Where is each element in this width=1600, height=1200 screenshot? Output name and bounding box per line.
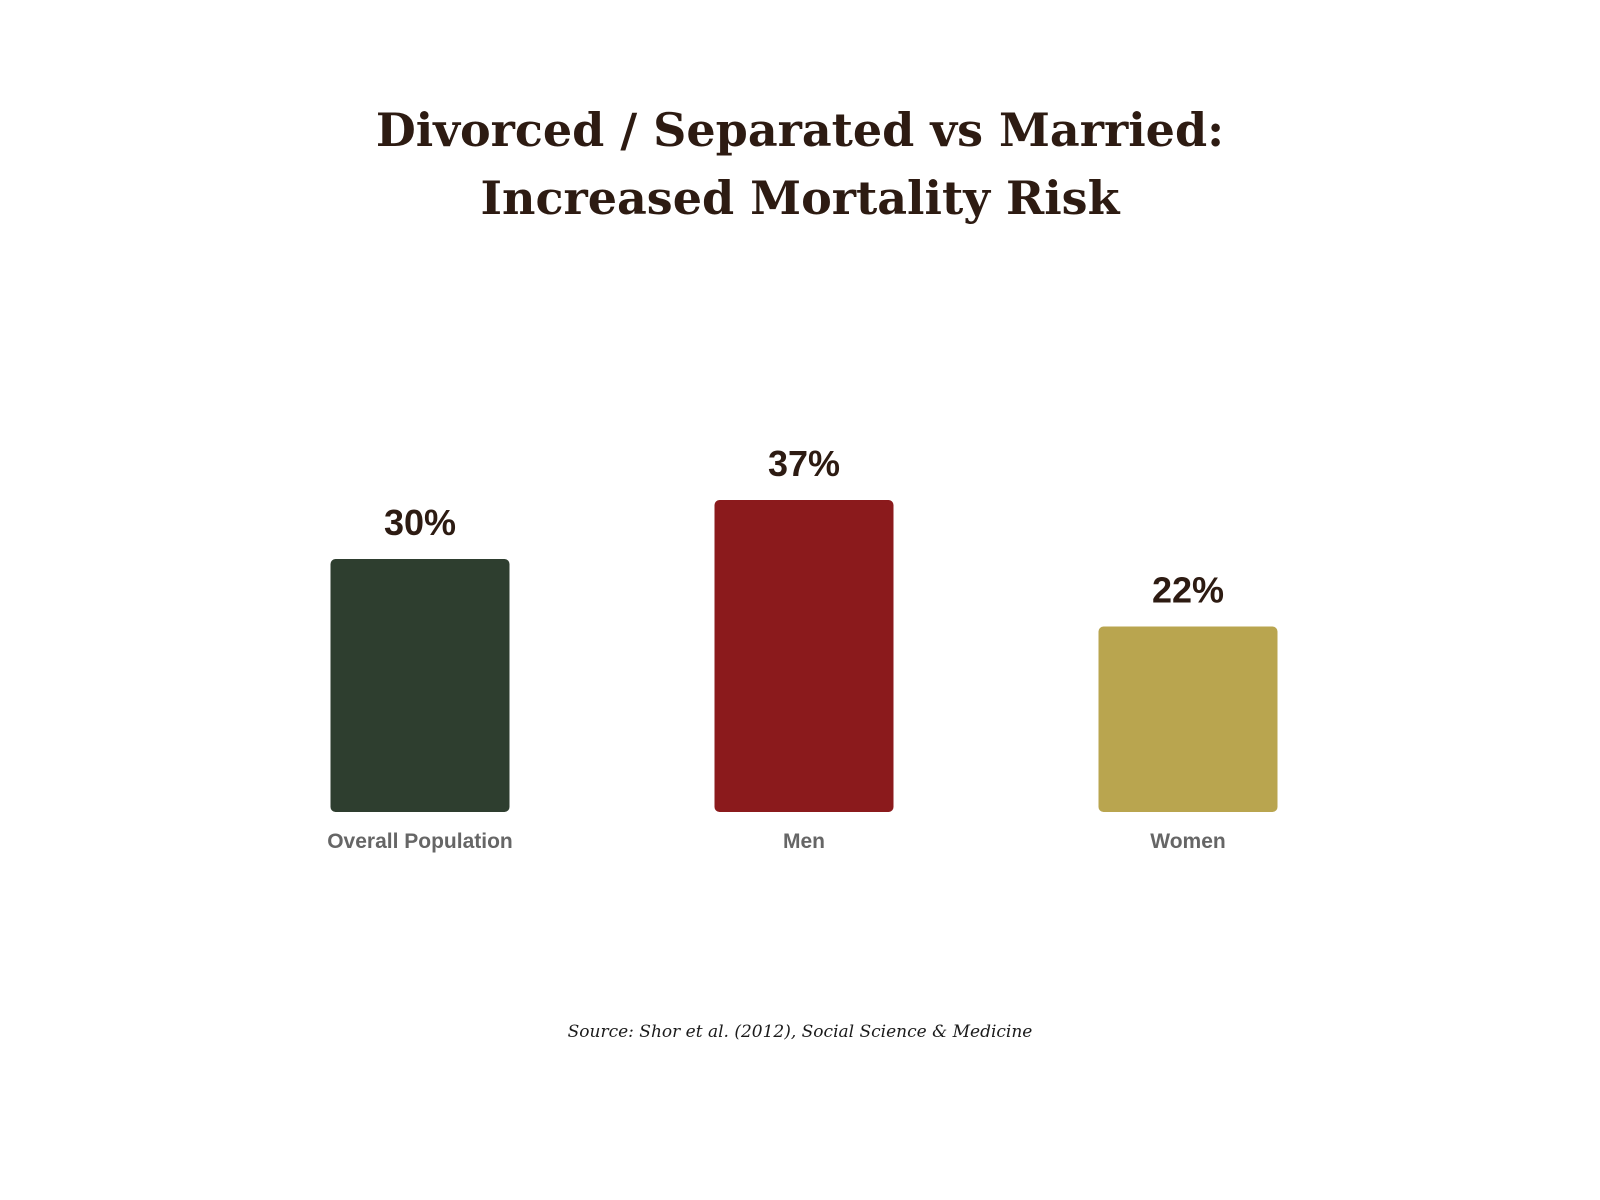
chart-title-line-1: Divorced / Separated vs Married: bbox=[375, 103, 1225, 157]
bar-women bbox=[1098, 626, 1278, 812]
category-label: Women bbox=[1150, 830, 1225, 853]
source-note: Source: Shor et al. (2012), Social Scien… bbox=[567, 1022, 1033, 1042]
value-label: 30% bbox=[384, 502, 456, 543]
bar-overall-population bbox=[330, 559, 510, 812]
value-label: 22% bbox=[1152, 569, 1224, 610]
chart-title-line-2: Increased Mortality Risk bbox=[480, 171, 1120, 225]
category-label: Overall Population bbox=[327, 830, 513, 853]
bar-men bbox=[714, 500, 894, 812]
chart-title: Divorced / Separated vs Married: Increas… bbox=[0, 96, 1600, 232]
category-label: Men bbox=[783, 830, 825, 853]
value-label: 37% bbox=[768, 443, 840, 484]
